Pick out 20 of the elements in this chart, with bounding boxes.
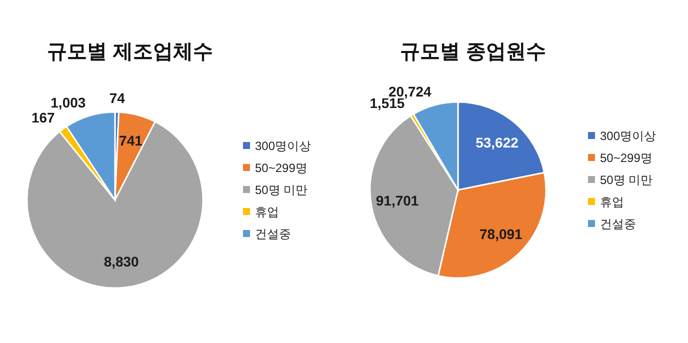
- data-label: 91,701: [376, 192, 419, 208]
- data-label: 78,091: [480, 226, 523, 242]
- data-label: 53,622: [476, 134, 519, 150]
- legend-label: 건설중: [255, 227, 291, 241]
- legend-label: 300명이상: [600, 129, 656, 143]
- legend-label: 50~299명: [255, 161, 308, 175]
- legend-label: 50명 미만: [255, 183, 308, 197]
- legend-label: 50~299명: [600, 151, 652, 165]
- legend-label: 300명이상: [255, 139, 312, 153]
- data-label: 8,830: [104, 253, 140, 270]
- chart-title: 규모별 종업원수: [400, 41, 546, 63]
- legend-label: 휴업: [255, 205, 279, 219]
- legend-label: 건설중: [600, 217, 636, 231]
- data-label: 74: [109, 90, 126, 106]
- legend-label: 휴업: [600, 195, 624, 209]
- legend-label: 50명 미만: [600, 173, 653, 187]
- data-label: 167: [31, 110, 56, 126]
- chart-title: 규모별 제조업체수: [47, 41, 213, 63]
- data-label: 1,003: [50, 94, 86, 110]
- data-label: 741: [119, 132, 143, 148]
